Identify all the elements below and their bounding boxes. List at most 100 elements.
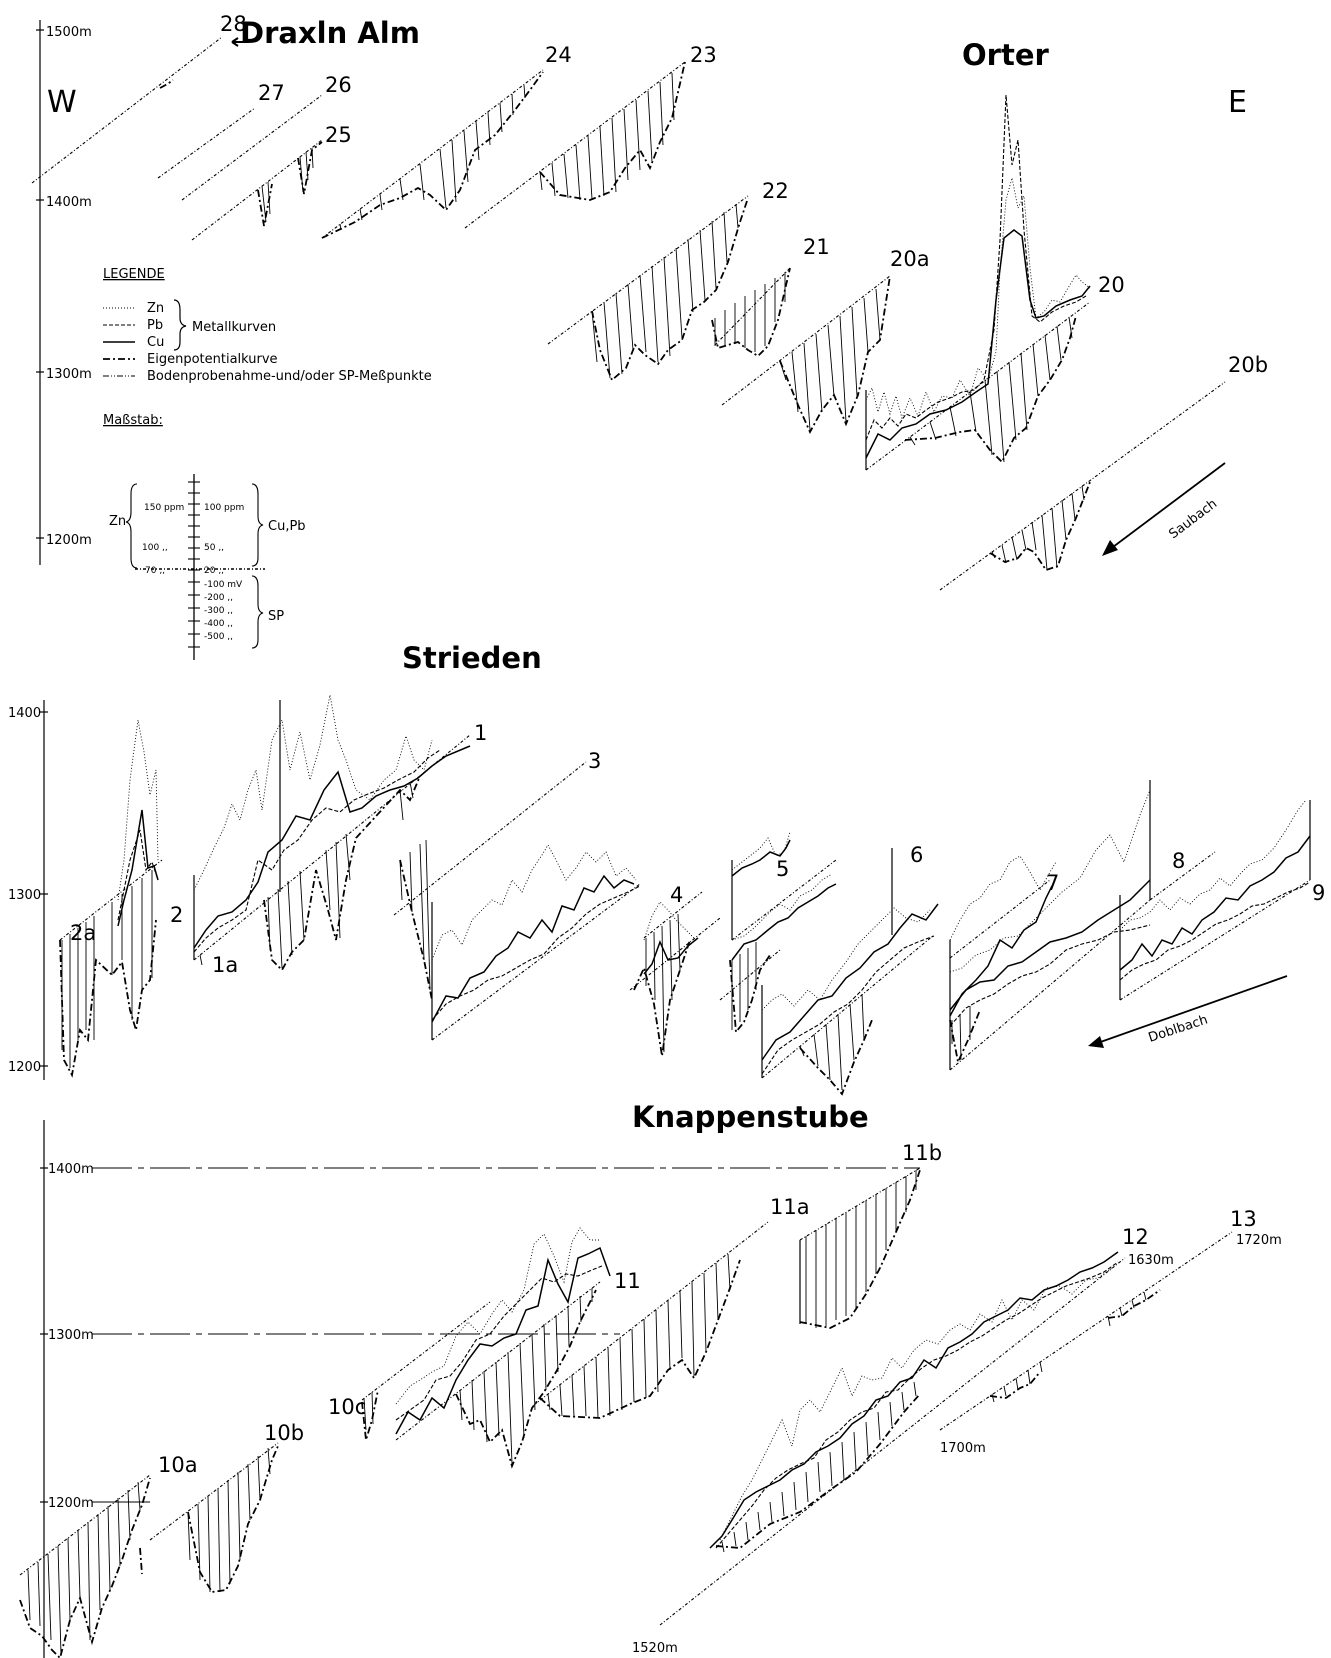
profile-label-1a: 1a [212, 953, 238, 977]
profile-label-6: 6 [910, 843, 923, 867]
profile-label-23: 23 [690, 43, 717, 67]
profile-9: 9 [1119, 799, 1325, 1001]
legend-pb: Pb [147, 318, 163, 333]
profile-21: 21 [711, 235, 830, 358]
profile-label-24: 24 [545, 43, 572, 67]
legend-sampling: Bodenprobenahme-und/oder SP-Meßpunkte [147, 369, 432, 384]
profile-label-11b: 11b [902, 1141, 942, 1165]
scale-zn-tick-100: 100 ,, [142, 543, 168, 553]
profile-label-21: 21 [803, 235, 830, 259]
profile-label-26: 26 [325, 73, 352, 97]
legend-metal-group: Metallkurven [192, 320, 276, 335]
profile-7: 7 [949, 780, 1151, 1071]
direction-west: W [47, 85, 77, 120]
stream-label-doblbach: Doblbach [1147, 1013, 1210, 1046]
profile-label-20b: 20b [1228, 353, 1268, 377]
legend-zn: Zn [147, 301, 164, 316]
scale-sp-tick-300: -300 ,, [204, 606, 233, 616]
scale-sp-tick-500: -500 ,, [204, 632, 233, 642]
profile-2a: 2a 2 [59, 719, 183, 1078]
profile-label-12: 12 [1122, 1225, 1149, 1249]
profile-26: 26 [181, 73, 352, 201]
profile-end-1700m: 1700m [940, 1441, 986, 1456]
scale-zn-label: Zn [109, 514, 126, 529]
strieden-elevation-1300: 1300 [8, 888, 41, 903]
strieden-elevation-1200: 1200 [8, 1060, 41, 1075]
legend-cu: Cu [147, 335, 164, 350]
elevation-label-1400m: 1400m [46, 195, 92, 210]
profile-10c: 10c [328, 1301, 491, 1441]
profile-11a: 11a [533, 1195, 810, 1419]
orter-elevation-axis: 1500m 1400m 1300m 1200m [36, 20, 92, 565]
profile-label-10c: 10c [328, 1395, 366, 1419]
legend-sp-curve: Eigenpotentialkurve [147, 352, 278, 367]
elevation-label-1500m: 1500m [46, 25, 92, 40]
profile-20: 20 [865, 94, 1125, 471]
profile-27: 27 [157, 81, 285, 179]
profile-13: 13 1720m 1700m [939, 1207, 1282, 1456]
direction-east: E [1228, 85, 1247, 120]
legend: LEGENDE Zn Pb Cu Metallkurven Eigenpoten… [103, 267, 432, 384]
profile-10b: 10b [139, 1421, 304, 1593]
strieden-elevation-1400: 1400 [8, 706, 41, 721]
profile-label-2: 2 [170, 903, 183, 927]
profile-5: 5 [719, 831, 837, 1035]
profile-8: 8 [1149, 849, 1216, 901]
scale-sp-label: SP [268, 609, 284, 624]
profile-24: 24 [321, 43, 572, 239]
knappenstube-elevation-axis: 1400m 1300m 1200m [40, 1120, 920, 1658]
scale-title: Maßstab: [103, 413, 163, 428]
profile-label-1: 1 [474, 721, 487, 745]
strieden-elevation-axis: 1400 1300 1200 [8, 700, 48, 1080]
scale-cupb-label: Cu,Pb [268, 519, 306, 534]
profile-end-1630m: 1630m [1128, 1253, 1174, 1268]
profile-11: 11 [395, 1227, 641, 1469]
doblbach-flow-arrow: Doblbach [1088, 975, 1288, 1048]
scale-cupb-tick-100: 100 ppm [204, 503, 244, 513]
scale-zn-tick-150: 150 ppm [144, 503, 184, 513]
title-orter: Orter [962, 38, 1049, 72]
profile-20b: 20b [939, 353, 1268, 591]
arrow-head-icon [1088, 1036, 1104, 1048]
profile-label-2a: 2a [70, 921, 96, 945]
profile-label-25: 25 [325, 123, 352, 147]
elevation-label-1300m: 1300m [46, 367, 92, 382]
profile-1a: 1a 1 [193, 694, 487, 977]
profile-label-5: 5 [776, 857, 789, 881]
scale-cupb-tick-50: 50 ,, [204, 543, 224, 553]
profile-10a: 10a [19, 1453, 198, 1658]
profile-12: 12 1630m 1520m [632, 1225, 1174, 1656]
knappenstube-elevation-1300m: 1300m [48, 1328, 94, 1343]
profile-label-9: 9 [1312, 881, 1325, 905]
title-draxln-alm: Draxln Alm [240, 16, 420, 50]
scale-sp-tick-200: -200 ,, [204, 593, 233, 603]
title-knappenstube: Knappenstube [632, 1100, 869, 1134]
profile-20a: 20a [721, 247, 930, 435]
scale-cupb-tick-20: 20 ,, [204, 566, 224, 576]
profile-label-11: 11 [614, 1269, 641, 1293]
profile-3: 3 [393, 749, 641, 1041]
profile-28: 28 [31, 12, 248, 184]
profile-end-1720m: 1720m [1236, 1233, 1282, 1248]
profile-label-20: 20 [1098, 273, 1125, 297]
stream-label-saubach: Saubach [1166, 496, 1220, 542]
profile-label-4: 4 [670, 883, 683, 907]
profile-25: 25 [191, 123, 352, 241]
profile-11b: 11b [799, 1141, 942, 1329]
scale-sp-tick-100: -100 mV [204, 580, 243, 590]
profile-22: 22 [547, 179, 789, 382]
saubach-flow-arrow: Saubach [1102, 462, 1226, 556]
profile-label-8: 8 [1172, 849, 1185, 873]
knappenstube-elevation-1200m: 1200m [48, 1496, 94, 1511]
profile-label-13: 13 [1230, 1207, 1257, 1231]
scale-zn-tick-70: 70 ,, [145, 566, 165, 576]
arrow-head-icon [1102, 540, 1118, 556]
legend-title: LEGENDE [103, 267, 165, 282]
scale-bar: Maßstab: Zn 150 ppm 100 ,, 70 ,, 100 ppm… [103, 413, 306, 660]
profile-label-22: 22 [762, 179, 789, 203]
profile-label-11a: 11a [770, 1195, 810, 1219]
profile-label-28: 28 [220, 12, 247, 36]
arrow-left-icon [231, 37, 248, 47]
profile-label-20a: 20a [890, 247, 930, 271]
profile-23: 23 [464, 43, 717, 229]
